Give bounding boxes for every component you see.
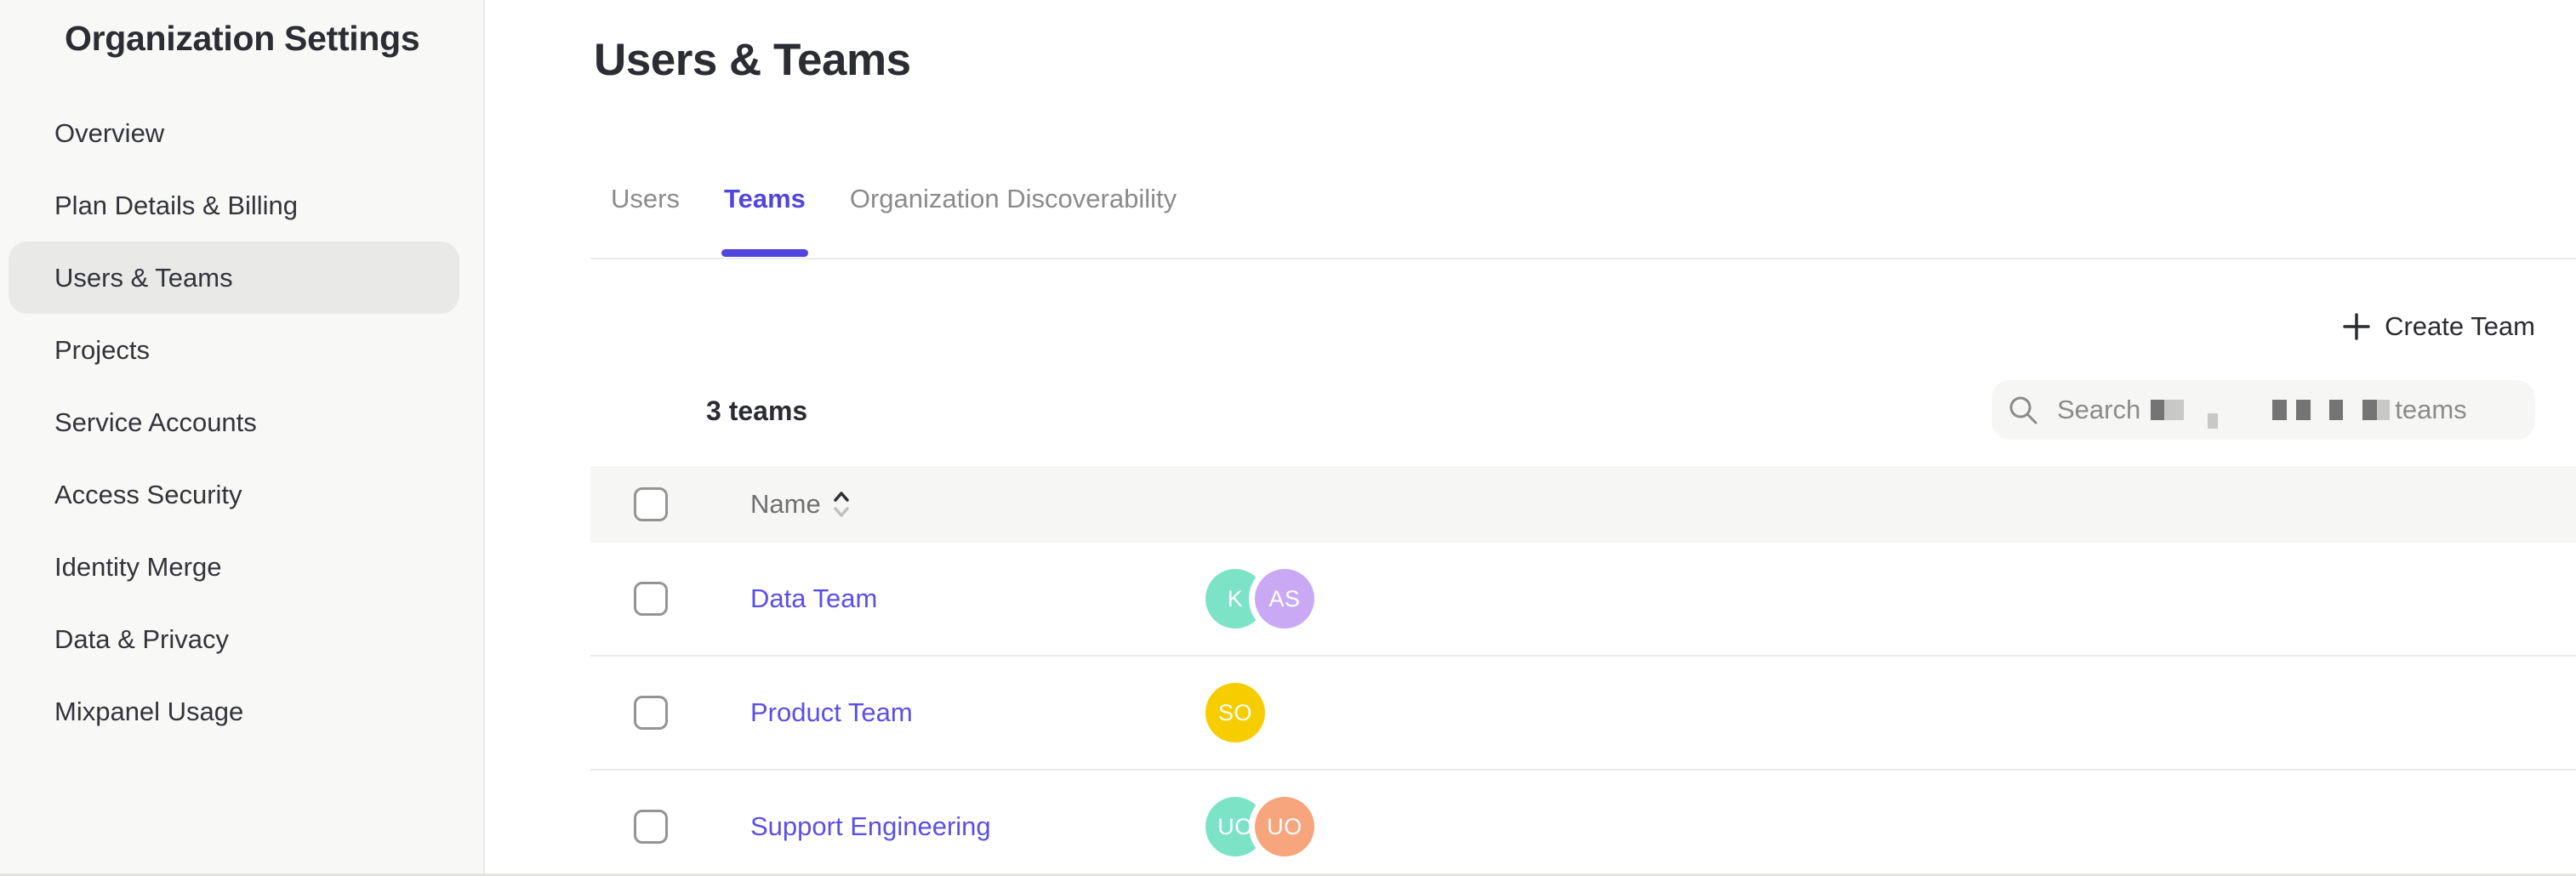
avatar: UO: [1255, 797, 1314, 856]
tab-teams[interactable]: Teams: [721, 180, 808, 257]
avatar: SO: [1205, 683, 1265, 742]
create-team-label: Create Team: [2385, 311, 2535, 341]
tabs-divider: [590, 258, 2576, 259]
sidebar-item-mixpanel-usage[interactable]: Mixpanel Usage: [54, 696, 244, 726]
row-checkbox[interactable]: [634, 582, 668, 616]
sidebar-item-overview[interactable]: Overview: [54, 117, 165, 148]
sort-icon: [832, 489, 851, 520]
redacted-block: [2329, 400, 2344, 420]
select-all-checkbox[interactable]: [634, 487, 668, 521]
create-team-button[interactable]: Create Team: [2342, 304, 2535, 349]
search-input[interactable]: Search teams: [1992, 380, 2535, 440]
sidebar-item-service-accounts[interactable]: Service Accounts: [54, 407, 257, 437]
redacted-block: [2296, 400, 2311, 420]
redacted-block: [2362, 400, 2391, 420]
search-placeholder-prefix: Search: [2057, 395, 2141, 424]
sidebar-item-data-privacy[interactable]: Data & Privacy: [54, 623, 230, 654]
row-checkbox[interactable]: [634, 696, 668, 730]
tab-organization-discoverability[interactable]: Organization Discoverability: [849, 184, 1177, 213]
team-link[interactable]: Support Engineering: [750, 811, 991, 841]
sidebar-item-projects[interactable]: Projects: [54, 334, 150, 365]
search-placeholder-suffix: teams: [2395, 395, 2467, 424]
tab-bar: Users Teams Organization Discoverability: [611, 180, 1177, 257]
sidebar-item-users-teams[interactable]: Users & Teams: [9, 242, 459, 314]
redacted-block: [2272, 400, 2288, 420]
sidebar-item-plan-details-billing[interactable]: Plan Details & Billing: [54, 190, 299, 220]
sidebar-item-access-security[interactable]: Access Security: [54, 479, 242, 509]
team-link[interactable]: Product Team: [750, 697, 913, 727]
name-column-header[interactable]: Name: [750, 489, 851, 520]
avatar: AS: [1255, 569, 1314, 629]
tab-users[interactable]: Users: [611, 184, 680, 213]
team-member-avatars: UO UO: [1205, 797, 1314, 856]
row-checkbox[interactable]: [634, 810, 668, 844]
teams-count: 3 teams: [706, 395, 808, 426]
sidebar-item-identity-merge[interactable]: Identity Merge: [54, 551, 222, 582]
sidebar-nav: Overview Plan Details & Billing Users & …: [9, 97, 459, 748]
name-column-label: Name: [750, 489, 821, 519]
table-row: Product Team SO: [590, 657, 2576, 771]
page-title: Users & Teams: [594, 35, 911, 85]
sidebar: Organization Settings Overview Plan Deta…: [0, 0, 485, 876]
team-link[interactable]: Data Team: [750, 583, 878, 613]
table-row: Data Team K AS: [590, 543, 2576, 657]
screen-bottom-edge: [0, 873, 2576, 876]
team-member-avatars: K AS: [1205, 569, 1314, 629]
team-member-avatars: SO: [1205, 683, 1265, 742]
table-row: Support Engineering UO UO: [590, 771, 2576, 876]
search-icon: [2008, 395, 2038, 425]
avatar: UO: [1205, 797, 1265, 856]
redacted-block: [2208, 413, 2219, 429]
sidebar-title: Organization Settings: [65, 19, 420, 58]
table-header-row: Name: [590, 466, 2576, 543]
plus-icon: [2342, 312, 2371, 341]
redacted-block: [2151, 400, 2185, 420]
